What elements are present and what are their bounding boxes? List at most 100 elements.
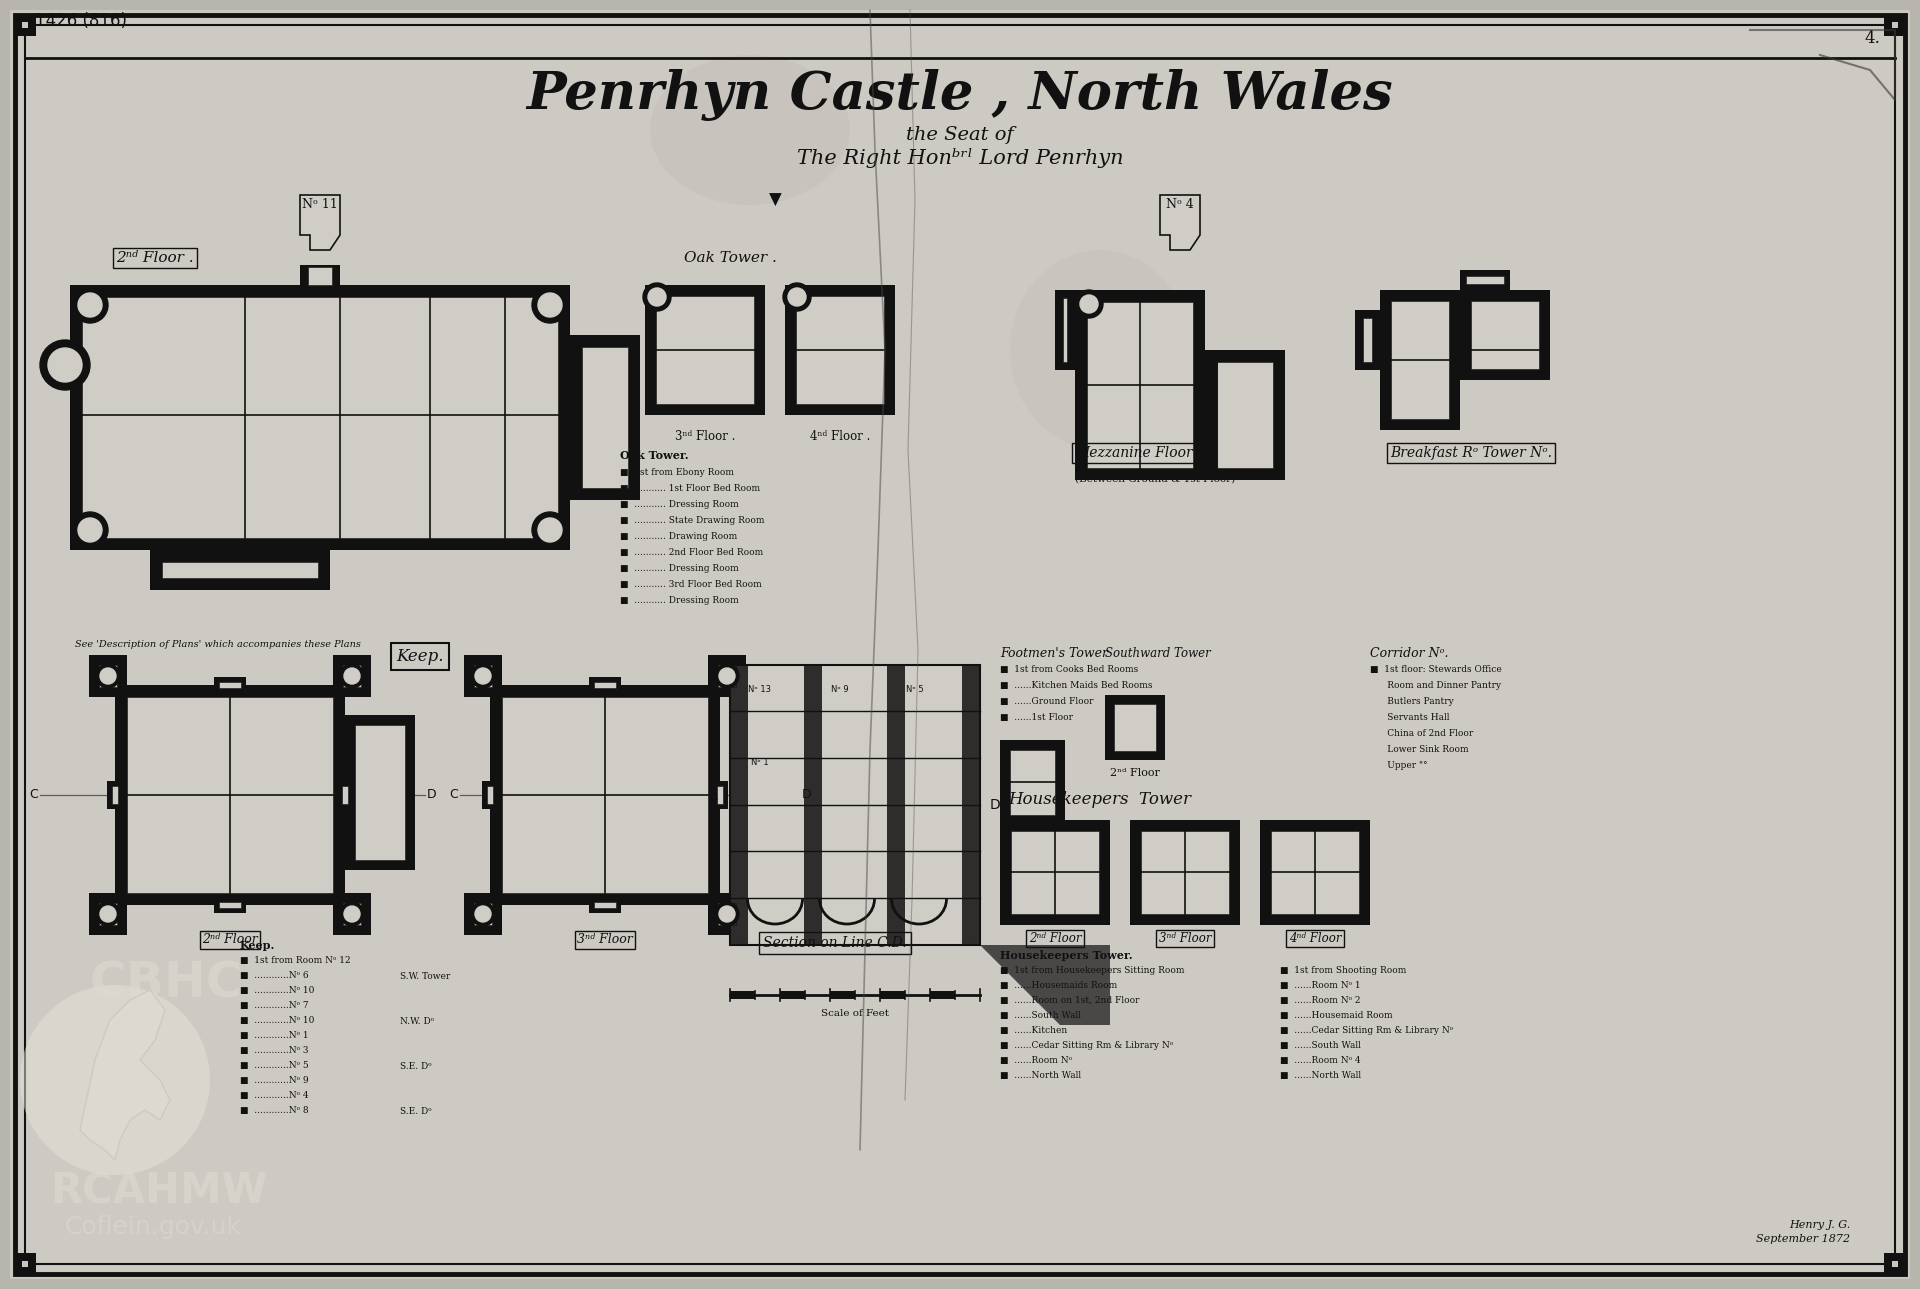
Bar bbox=[307, 267, 332, 285]
Circle shape bbox=[532, 512, 568, 548]
Circle shape bbox=[19, 985, 209, 1176]
Bar bbox=[1891, 1261, 1899, 1267]
Bar bbox=[300, 266, 340, 287]
Bar bbox=[115, 684, 346, 905]
Bar bbox=[465, 893, 501, 935]
Text: S.E. Dᵒ: S.E. Dᵒ bbox=[399, 1062, 432, 1071]
Circle shape bbox=[538, 293, 563, 317]
Text: D: D bbox=[991, 798, 1000, 812]
Text: ■  ......North Wall: ■ ......North Wall bbox=[1281, 1071, 1361, 1080]
Bar bbox=[69, 285, 570, 550]
Text: ■  1st floor: Stewards Office: ■ 1st floor: Stewards Office bbox=[1371, 665, 1501, 674]
Bar bbox=[88, 893, 127, 935]
Text: ■  ......1st Floor: ■ ......1st Floor bbox=[1000, 713, 1073, 722]
Text: CBHC: CBHC bbox=[90, 960, 244, 1008]
Text: ■  ........... Dressing Room: ■ ........... Dressing Room bbox=[620, 565, 739, 574]
Text: the Seat of: the Seat of bbox=[906, 126, 1014, 144]
Text: ■  ......Kitchen: ■ ......Kitchen bbox=[1000, 1026, 1068, 1035]
Circle shape bbox=[787, 287, 806, 305]
Text: Southward Tower: Southward Tower bbox=[1106, 647, 1212, 660]
Circle shape bbox=[649, 287, 666, 305]
Bar bbox=[829, 991, 854, 999]
Text: ■  ......Cedar Sitting Rm & Library Nᵒ: ■ ......Cedar Sitting Rm & Library Nᵒ bbox=[1281, 1026, 1453, 1035]
Text: (Between Ground & 1st Floor): (Between Ground & 1st Floor) bbox=[1075, 476, 1235, 483]
Circle shape bbox=[96, 902, 119, 926]
Bar bbox=[1897, 1253, 1907, 1262]
Text: Upper "°: Upper "° bbox=[1371, 761, 1428, 770]
Circle shape bbox=[470, 664, 495, 688]
Bar bbox=[474, 904, 492, 926]
Text: Nᵒ 9: Nᵒ 9 bbox=[831, 684, 849, 693]
Bar bbox=[1012, 831, 1098, 914]
Bar bbox=[501, 697, 708, 893]
Circle shape bbox=[643, 284, 670, 311]
Text: D: D bbox=[426, 789, 436, 802]
Bar bbox=[1884, 1267, 1893, 1275]
Bar bbox=[797, 296, 883, 403]
Text: Keep.: Keep. bbox=[396, 648, 444, 665]
Bar bbox=[27, 1267, 36, 1275]
Bar bbox=[1884, 21, 1907, 30]
Bar bbox=[1271, 831, 1359, 914]
Bar bbox=[1459, 290, 1549, 380]
Text: ■  ............Nᵒ 7: ■ ............Nᵒ 7 bbox=[240, 1002, 309, 1011]
Text: ■  ......Kitchen Maids Bed Rooms: ■ ......Kitchen Maids Bed Rooms bbox=[1000, 681, 1152, 690]
Bar bbox=[1064, 298, 1068, 362]
Bar bbox=[213, 677, 246, 693]
Bar bbox=[213, 897, 246, 913]
Bar bbox=[1206, 351, 1284, 480]
Circle shape bbox=[718, 668, 735, 684]
Text: 3ⁿᵈ Floor .: 3ⁿᵈ Floor . bbox=[674, 431, 735, 443]
Bar bbox=[83, 296, 559, 538]
Text: ■  ......Room Nᵒ 1: ■ ......Room Nᵒ 1 bbox=[1281, 981, 1361, 990]
Circle shape bbox=[73, 512, 108, 548]
Text: Housekeepers  Tower: Housekeepers Tower bbox=[1008, 791, 1192, 808]
Bar bbox=[593, 902, 616, 907]
Text: ■  ............Nᵒ 3: ■ ............Nᵒ 3 bbox=[240, 1045, 309, 1054]
Circle shape bbox=[718, 906, 735, 922]
Circle shape bbox=[714, 902, 739, 926]
Circle shape bbox=[344, 668, 361, 684]
Polygon shape bbox=[300, 195, 340, 250]
Bar bbox=[344, 665, 361, 687]
Ellipse shape bbox=[1010, 250, 1190, 450]
Bar bbox=[346, 715, 415, 870]
Text: China of 2nd Floor: China of 2nd Floor bbox=[1371, 730, 1473, 739]
Polygon shape bbox=[1160, 195, 1200, 250]
Bar bbox=[804, 665, 822, 945]
Bar bbox=[712, 781, 728, 809]
Text: ■  ......Ground Floor: ■ ......Ground Floor bbox=[1000, 697, 1094, 706]
Text: ■  ......Housemaid Room: ■ ......Housemaid Room bbox=[1281, 1011, 1392, 1020]
Bar bbox=[657, 296, 755, 403]
Text: ■  ............Nᵒ 6: ■ ............Nᵒ 6 bbox=[240, 971, 309, 980]
Bar bbox=[1884, 27, 1893, 36]
Bar bbox=[1897, 14, 1907, 22]
Bar bbox=[21, 1261, 29, 1267]
Bar bbox=[27, 14, 36, 22]
Text: ■  ........... 1st Floor Bed Room: ■ ........... 1st Floor Bed Room bbox=[620, 483, 760, 492]
Bar bbox=[785, 285, 895, 415]
Bar bbox=[219, 682, 242, 688]
Bar bbox=[730, 665, 979, 945]
Text: Corridor Nᵒ.: Corridor Nᵒ. bbox=[1371, 647, 1448, 660]
Text: ■  ........... 2nd Floor Bed Room: ■ ........... 2nd Floor Bed Room bbox=[620, 548, 764, 557]
Text: ■  ........... Dressing Room: ■ ........... Dressing Room bbox=[620, 596, 739, 605]
Text: September 1872: September 1872 bbox=[1757, 1234, 1851, 1244]
Bar bbox=[1897, 27, 1907, 36]
Circle shape bbox=[538, 518, 563, 541]
Ellipse shape bbox=[651, 55, 851, 205]
Bar bbox=[1891, 22, 1899, 28]
Text: ■  ............Nᵒ 5: ■ ............Nᵒ 5 bbox=[240, 1061, 309, 1070]
Bar bbox=[332, 893, 371, 935]
Text: 2ⁿᵈ Floor: 2ⁿᵈ Floor bbox=[1110, 768, 1160, 779]
Text: ■  1st from Room Nᵒ 12: ■ 1st from Room Nᵒ 12 bbox=[240, 956, 351, 965]
Bar bbox=[929, 991, 954, 999]
Bar bbox=[13, 1259, 36, 1268]
Bar bbox=[1390, 302, 1450, 419]
Text: ■  ......North Wall: ■ ......North Wall bbox=[1000, 1071, 1081, 1080]
Bar bbox=[342, 786, 348, 804]
Text: ■  1st from Cooks Bed Rooms: ■ 1st from Cooks Bed Rooms bbox=[1000, 665, 1139, 674]
Circle shape bbox=[1079, 295, 1098, 313]
Text: Breakfast Rᵒ Tower Nᵒ.: Breakfast Rᵒ Tower Nᵒ. bbox=[1390, 446, 1551, 460]
Text: ■  ......South Wall: ■ ......South Wall bbox=[1000, 1011, 1081, 1020]
